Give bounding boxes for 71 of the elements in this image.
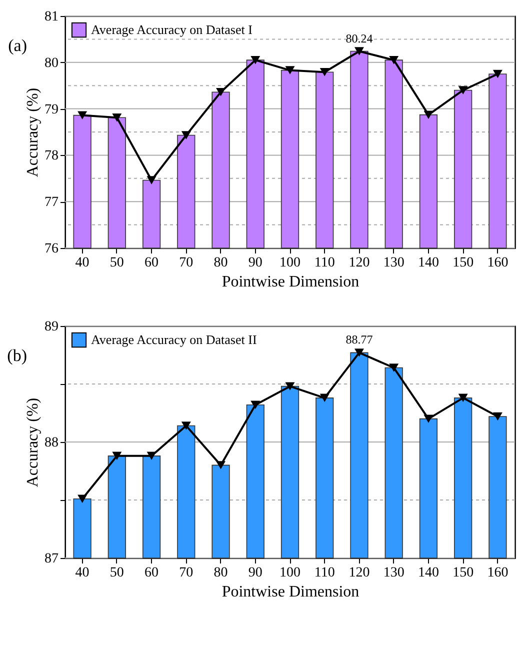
y-axis-title: Accuracy (%) (24, 398, 42, 488)
x-tick-label: 40 (75, 566, 90, 580)
point (146, 176, 156, 184)
x-tick-label: 80 (214, 566, 228, 580)
y-tick-label: 87 (44, 552, 58, 566)
x-tick-label: 60 (144, 566, 159, 580)
point (250, 56, 260, 64)
x-tick-label: 150 (452, 256, 474, 270)
point (112, 114, 122, 122)
x-tick-label: 160 (487, 256, 508, 270)
annotation: 80.24 (346, 31, 373, 46)
y-tick-label: 78 (44, 148, 58, 164)
x-tick-label: 40 (75, 256, 90, 270)
point (354, 47, 364, 56)
legend-label: Average Accuracy on Dataset I (91, 22, 252, 37)
legend-label: Average Accuracy on Dataset II (91, 332, 257, 347)
point (354, 348, 364, 357)
x-tick-label: 60 (144, 256, 159, 270)
y-tick-label: 79 (44, 102, 58, 118)
x-tick-label: 50 (110, 256, 124, 270)
text: (a) (8, 36, 27, 55)
x-axis-title: Pointwise Dimension (222, 274, 360, 290)
x-tick-label: 110 (314, 256, 335, 270)
x-axis-title: Pointwise Dimension (222, 584, 360, 600)
x-tick-label: 90 (248, 566, 262, 580)
point (320, 394, 330, 402)
point (389, 56, 399, 64)
x-tick-label: 140 (418, 256, 439, 270)
point (492, 70, 502, 78)
x-tick-label: 130 (383, 256, 404, 270)
text: (b) (7, 346, 27, 365)
point (424, 414, 434, 423)
x-tick-label: 70 (179, 566, 194, 580)
y-tick-label: 88 (44, 436, 58, 450)
y-tick-label: 89 (44, 320, 58, 334)
point (112, 452, 122, 460)
point (216, 88, 226, 96)
point (216, 461, 226, 470)
point (181, 422, 191, 430)
x-tick-label: 120 (348, 256, 370, 270)
x-tick-label: 160 (487, 566, 508, 580)
point (285, 66, 295, 74)
x-tick-label: 50 (110, 566, 124, 580)
point (78, 111, 88, 120)
point (320, 68, 330, 76)
x-tick-label: 80 (214, 256, 228, 270)
x-tick-label: 120 (348, 566, 370, 580)
x-tick-label: 90 (248, 256, 262, 270)
y-tick-label: 76 (44, 242, 58, 256)
point (146, 452, 156, 460)
point (458, 394, 468, 402)
x-tick-label: 140 (418, 566, 439, 580)
annotation: 88.77 (346, 332, 373, 347)
point (492, 412, 502, 421)
point (78, 494, 88, 503)
x-tick-label: 130 (383, 566, 404, 580)
point (389, 364, 399, 372)
x-tick-label: 70 (179, 256, 194, 270)
x-tick-label: 150 (452, 566, 474, 580)
point (181, 131, 191, 140)
point (424, 110, 434, 119)
y-tick-label: 81 (44, 10, 58, 24)
y-tick-label: 80 (44, 56, 58, 71)
point (458, 86, 468, 94)
y-tick-label: 77 (44, 195, 58, 210)
x-tick-label: 110 (314, 566, 335, 580)
point (250, 400, 260, 409)
x-tick-label: 100 (280, 256, 300, 270)
x-tick-label: 100 (280, 566, 300, 580)
y-axis-title: Accuracy (%) (24, 88, 42, 178)
point (285, 382, 295, 390)
